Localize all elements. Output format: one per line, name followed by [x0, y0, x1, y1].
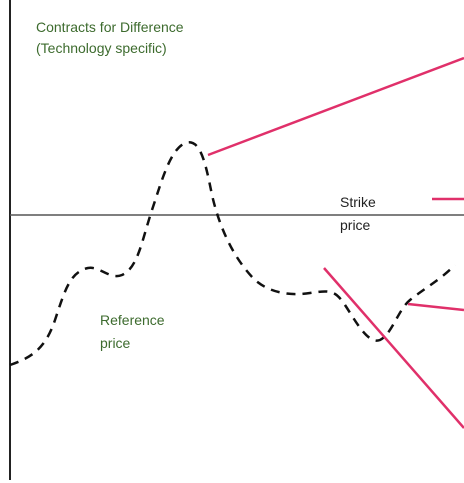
payment-lines — [207, 56, 464, 429]
payment-line — [407, 302, 464, 312]
reference-price-curve — [9, 141, 456, 367]
strike-label: price — [340, 217, 371, 233]
payment-line — [207, 56, 464, 157]
strike-label: Strike — [340, 194, 376, 210]
title-line: (Technology specific) — [36, 40, 167, 56]
title-line: Contracts for Difference — [36, 19, 184, 35]
reference-label: price — [100, 335, 131, 351]
payment-line — [323, 267, 464, 429]
reference-label: Reference — [100, 312, 165, 328]
